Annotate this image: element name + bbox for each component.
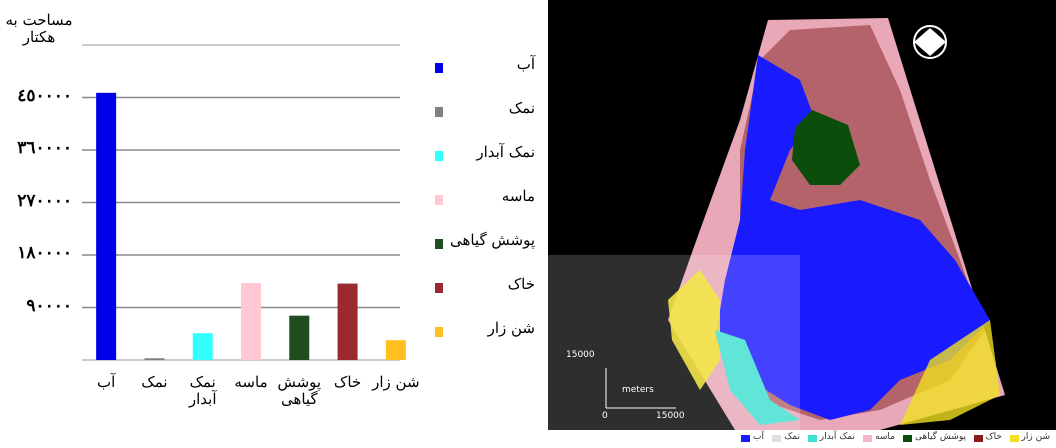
legend-label: نمک آبدار	[476, 143, 535, 161]
bar	[241, 283, 261, 360]
y-tick-label: ٩٠٠٠٠	[26, 295, 72, 316]
x-tick-label: شن زار	[372, 373, 420, 391]
x-tick-label: آب	[96, 373, 116, 391]
map-sand	[668, 270, 720, 390]
map-water	[715, 55, 990, 420]
map-legend-label: ماسه	[875, 432, 895, 442]
scale-label: 15000	[656, 411, 685, 421]
legend-label: خاک	[507, 275, 535, 293]
legend-label: پوشش گیاهی	[449, 231, 535, 249]
map-legend-swatch	[772, 435, 781, 442]
bar	[289, 315, 310, 360]
map-legend-swatch	[863, 435, 872, 442]
y-tick-label: ١٨٠٠٠٠	[17, 243, 72, 263]
x-tick-label: ماسه	[234, 373, 268, 391]
map-legend-label: پوشش گیاهی	[914, 432, 966, 442]
bar	[96, 92, 117, 360]
legend-label: نمک	[508, 99, 535, 117]
legend-swatch	[435, 195, 443, 205]
x-tick-label: نمک آبدار	[188, 373, 217, 408]
x-tick-label: پوشش گیاهی	[277, 373, 322, 408]
legend-swatch	[435, 283, 443, 293]
map-legend-swatch	[1010, 435, 1019, 442]
map-sand	[900, 320, 1000, 425]
satellite-map	[548, 0, 1056, 430]
map-salt-water	[715, 330, 800, 425]
scale-unit: meters	[622, 385, 654, 395]
map-overlay	[548, 255, 800, 430]
map-legend-swatch	[808, 435, 817, 442]
legend-swatch	[435, 327, 443, 337]
scale-label: 0	[602, 411, 608, 421]
map-legend-swatch	[974, 435, 983, 442]
x-tick-label: خاک	[333, 373, 362, 391]
y-tick-label: ٣٦٠٠٠٠	[17, 138, 72, 158]
legend-swatch	[435, 107, 443, 117]
bar	[337, 283, 358, 360]
map-legend-label: شن زار	[1021, 432, 1050, 442]
bar	[192, 333, 213, 360]
map-legend-swatch	[741, 435, 750, 442]
y-tick-label: ٤٥٠٠٠٠	[17, 85, 72, 106]
y-axis-title: مساحت به هکتار	[5, 11, 73, 46]
map-legend-label: خاک	[985, 432, 1002, 442]
legend-label: ماسه	[501, 187, 535, 205]
map-legend-label: آب	[753, 432, 764, 442]
legend-swatch	[435, 239, 443, 249]
bar	[144, 358, 165, 360]
x-tick-label: نمک	[141, 373, 168, 391]
legend-swatch	[435, 151, 443, 161]
bar	[385, 340, 406, 360]
y-tick-label: ٢٧٠٠٠٠	[17, 190, 72, 211]
legend-label: آب	[516, 55, 535, 73]
legend-label: شن زار	[487, 319, 535, 337]
map-legend-label: نمک آبدار	[819, 432, 855, 442]
legend-swatch	[435, 63, 443, 73]
scale-label: 15000	[566, 350, 595, 360]
map-legend-label: نمک	[784, 432, 800, 442]
map-legend-swatch	[903, 435, 912, 442]
map-island	[792, 110, 860, 185]
north-arrow-head	[914, 28, 946, 56]
